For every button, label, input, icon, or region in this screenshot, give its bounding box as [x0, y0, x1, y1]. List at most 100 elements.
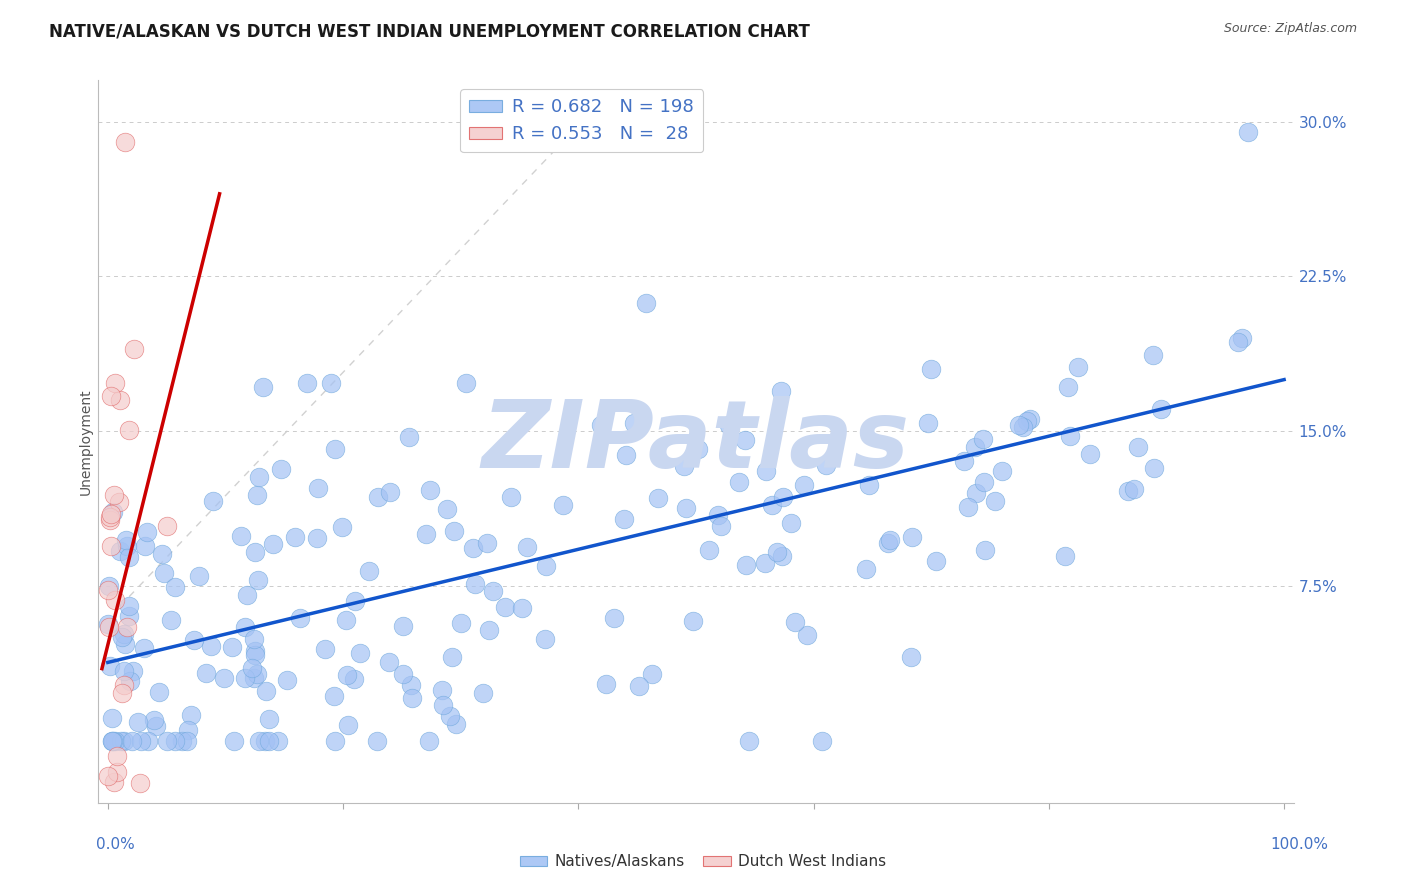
Point [249, 470, 271, 484]
Legend: R = 0.682   N = 198, R = 0.553   N =  28: R = 0.682 N = 198, R = 0.553 N = 28 [460, 89, 703, 153]
Point [97, 769, 120, 783]
Point [1053, 549, 1076, 564]
Point [682, 615, 704, 629]
Point [737, 734, 759, 748]
Point [707, 508, 730, 523]
Point [252, 380, 274, 394]
Point [270, 462, 292, 476]
Point [122, 342, 145, 356]
Point [243, 643, 266, 657]
Point [464, 576, 486, 591]
Point [444, 717, 467, 731]
Point [262, 537, 284, 551]
Point [734, 433, 756, 447]
Point [510, 600, 533, 615]
Point [246, 488, 269, 502]
Point [1015, 414, 1038, 428]
Point [1230, 331, 1253, 345]
Point [118, 423, 141, 437]
Point [335, 613, 357, 627]
Point [222, 734, 245, 748]
Point [233, 620, 256, 634]
Point [900, 649, 922, 664]
Point [349, 646, 371, 660]
Point [735, 558, 758, 573]
Point [150, 547, 173, 561]
Point [378, 484, 401, 499]
Point [122, 665, 145, 679]
Point [98, 659, 121, 673]
Point [115, 533, 138, 547]
Point [165, 580, 187, 594]
Point [108, 392, 131, 407]
Point [956, 500, 979, 514]
Point [110, 543, 132, 558]
Point [990, 464, 1012, 478]
Point [336, 718, 359, 732]
Point [183, 633, 205, 648]
Point [727, 475, 749, 489]
Point [755, 465, 778, 479]
Y-axis label: Unemployment: Unemployment [79, 388, 93, 495]
Point [419, 483, 441, 497]
Point [900, 530, 922, 544]
Point [963, 441, 986, 455]
Point [229, 529, 252, 543]
Point [772, 490, 794, 504]
Point [112, 734, 135, 748]
Point [761, 498, 783, 512]
Point [972, 432, 994, 446]
Point [247, 573, 270, 587]
Point [98, 509, 121, 524]
Point [1123, 482, 1146, 496]
Point [717, 418, 740, 433]
Point [117, 539, 139, 553]
Point [796, 627, 818, 641]
Point [103, 487, 125, 501]
Point [257, 712, 280, 726]
Point [101, 504, 124, 518]
Point [779, 516, 801, 530]
Point [330, 520, 353, 534]
Point [321, 376, 343, 390]
Point [143, 713, 166, 727]
Point [129, 776, 152, 790]
Point [1150, 402, 1173, 417]
Point [628, 679, 651, 693]
Point [101, 711, 124, 725]
Point [314, 641, 336, 656]
Point [551, 498, 574, 512]
Point [415, 526, 437, 541]
Point [516, 540, 538, 554]
Point [366, 734, 388, 748]
Point [471, 686, 494, 700]
Point [401, 691, 423, 706]
Point [430, 682, 453, 697]
Point [180, 707, 202, 722]
Point [675, 501, 697, 516]
Point [201, 494, 224, 508]
Point [160, 613, 183, 627]
Point [104, 593, 127, 607]
Point [112, 678, 135, 692]
Point [1067, 359, 1090, 374]
Point [454, 376, 477, 391]
Point [156, 519, 179, 533]
Point [614, 448, 637, 462]
Point [153, 566, 176, 580]
Point [114, 135, 136, 149]
Point [297, 376, 319, 390]
Point [100, 507, 122, 521]
Point [477, 536, 499, 550]
Point [765, 545, 787, 559]
Point [307, 481, 329, 495]
Point [623, 416, 645, 430]
Point [441, 649, 464, 664]
Point [1142, 348, 1164, 362]
Point [163, 734, 186, 748]
Point [1116, 483, 1139, 498]
Point [344, 594, 367, 608]
Point [641, 667, 664, 681]
Point [145, 719, 167, 733]
Point [254, 734, 277, 748]
